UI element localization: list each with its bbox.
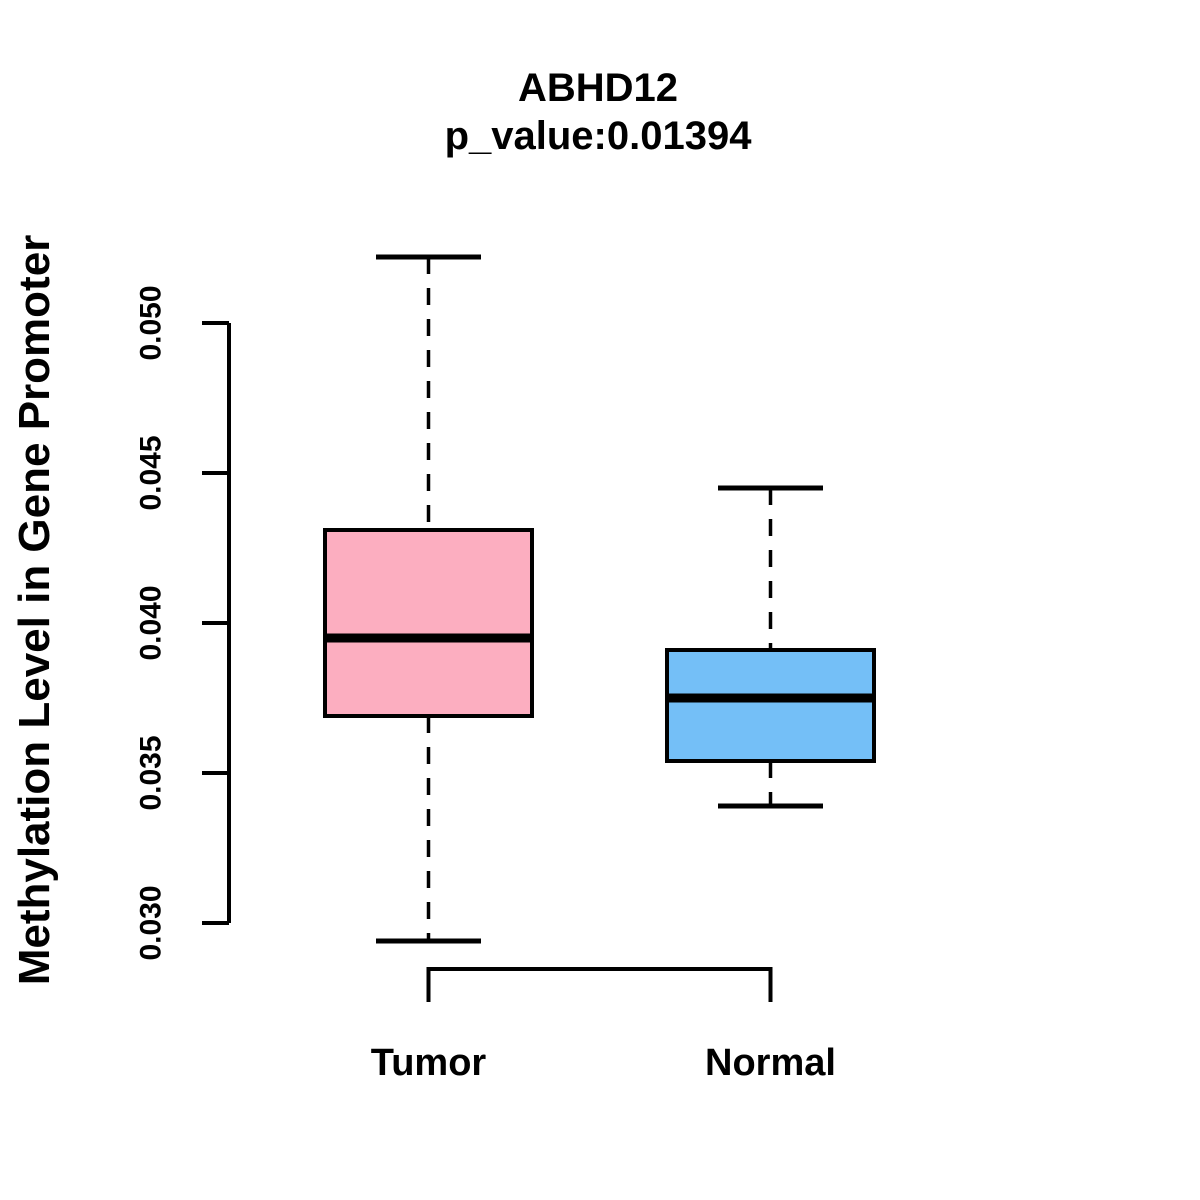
chart-title: ABHD12 (517, 66, 679, 110)
y-tick-label: 0.045 (135, 435, 168, 510)
x-tick-label-tumor: Tumor (371, 1042, 487, 1084)
chart-subtitle-pvalue: p_value:0.01394 (444, 114, 752, 158)
tumor-box (323, 528, 534, 718)
y-tick-label: 0.050 (135, 285, 168, 360)
group-bracket (426, 967, 773, 1002)
y-tick-label: 0.035 (135, 735, 168, 810)
x-tick-label-normal: Normal (705, 1042, 836, 1084)
y-tick-label: 0.040 (135, 585, 168, 660)
y-tick-label: 0.030 (135, 885, 168, 960)
normal-box (665, 648, 876, 763)
